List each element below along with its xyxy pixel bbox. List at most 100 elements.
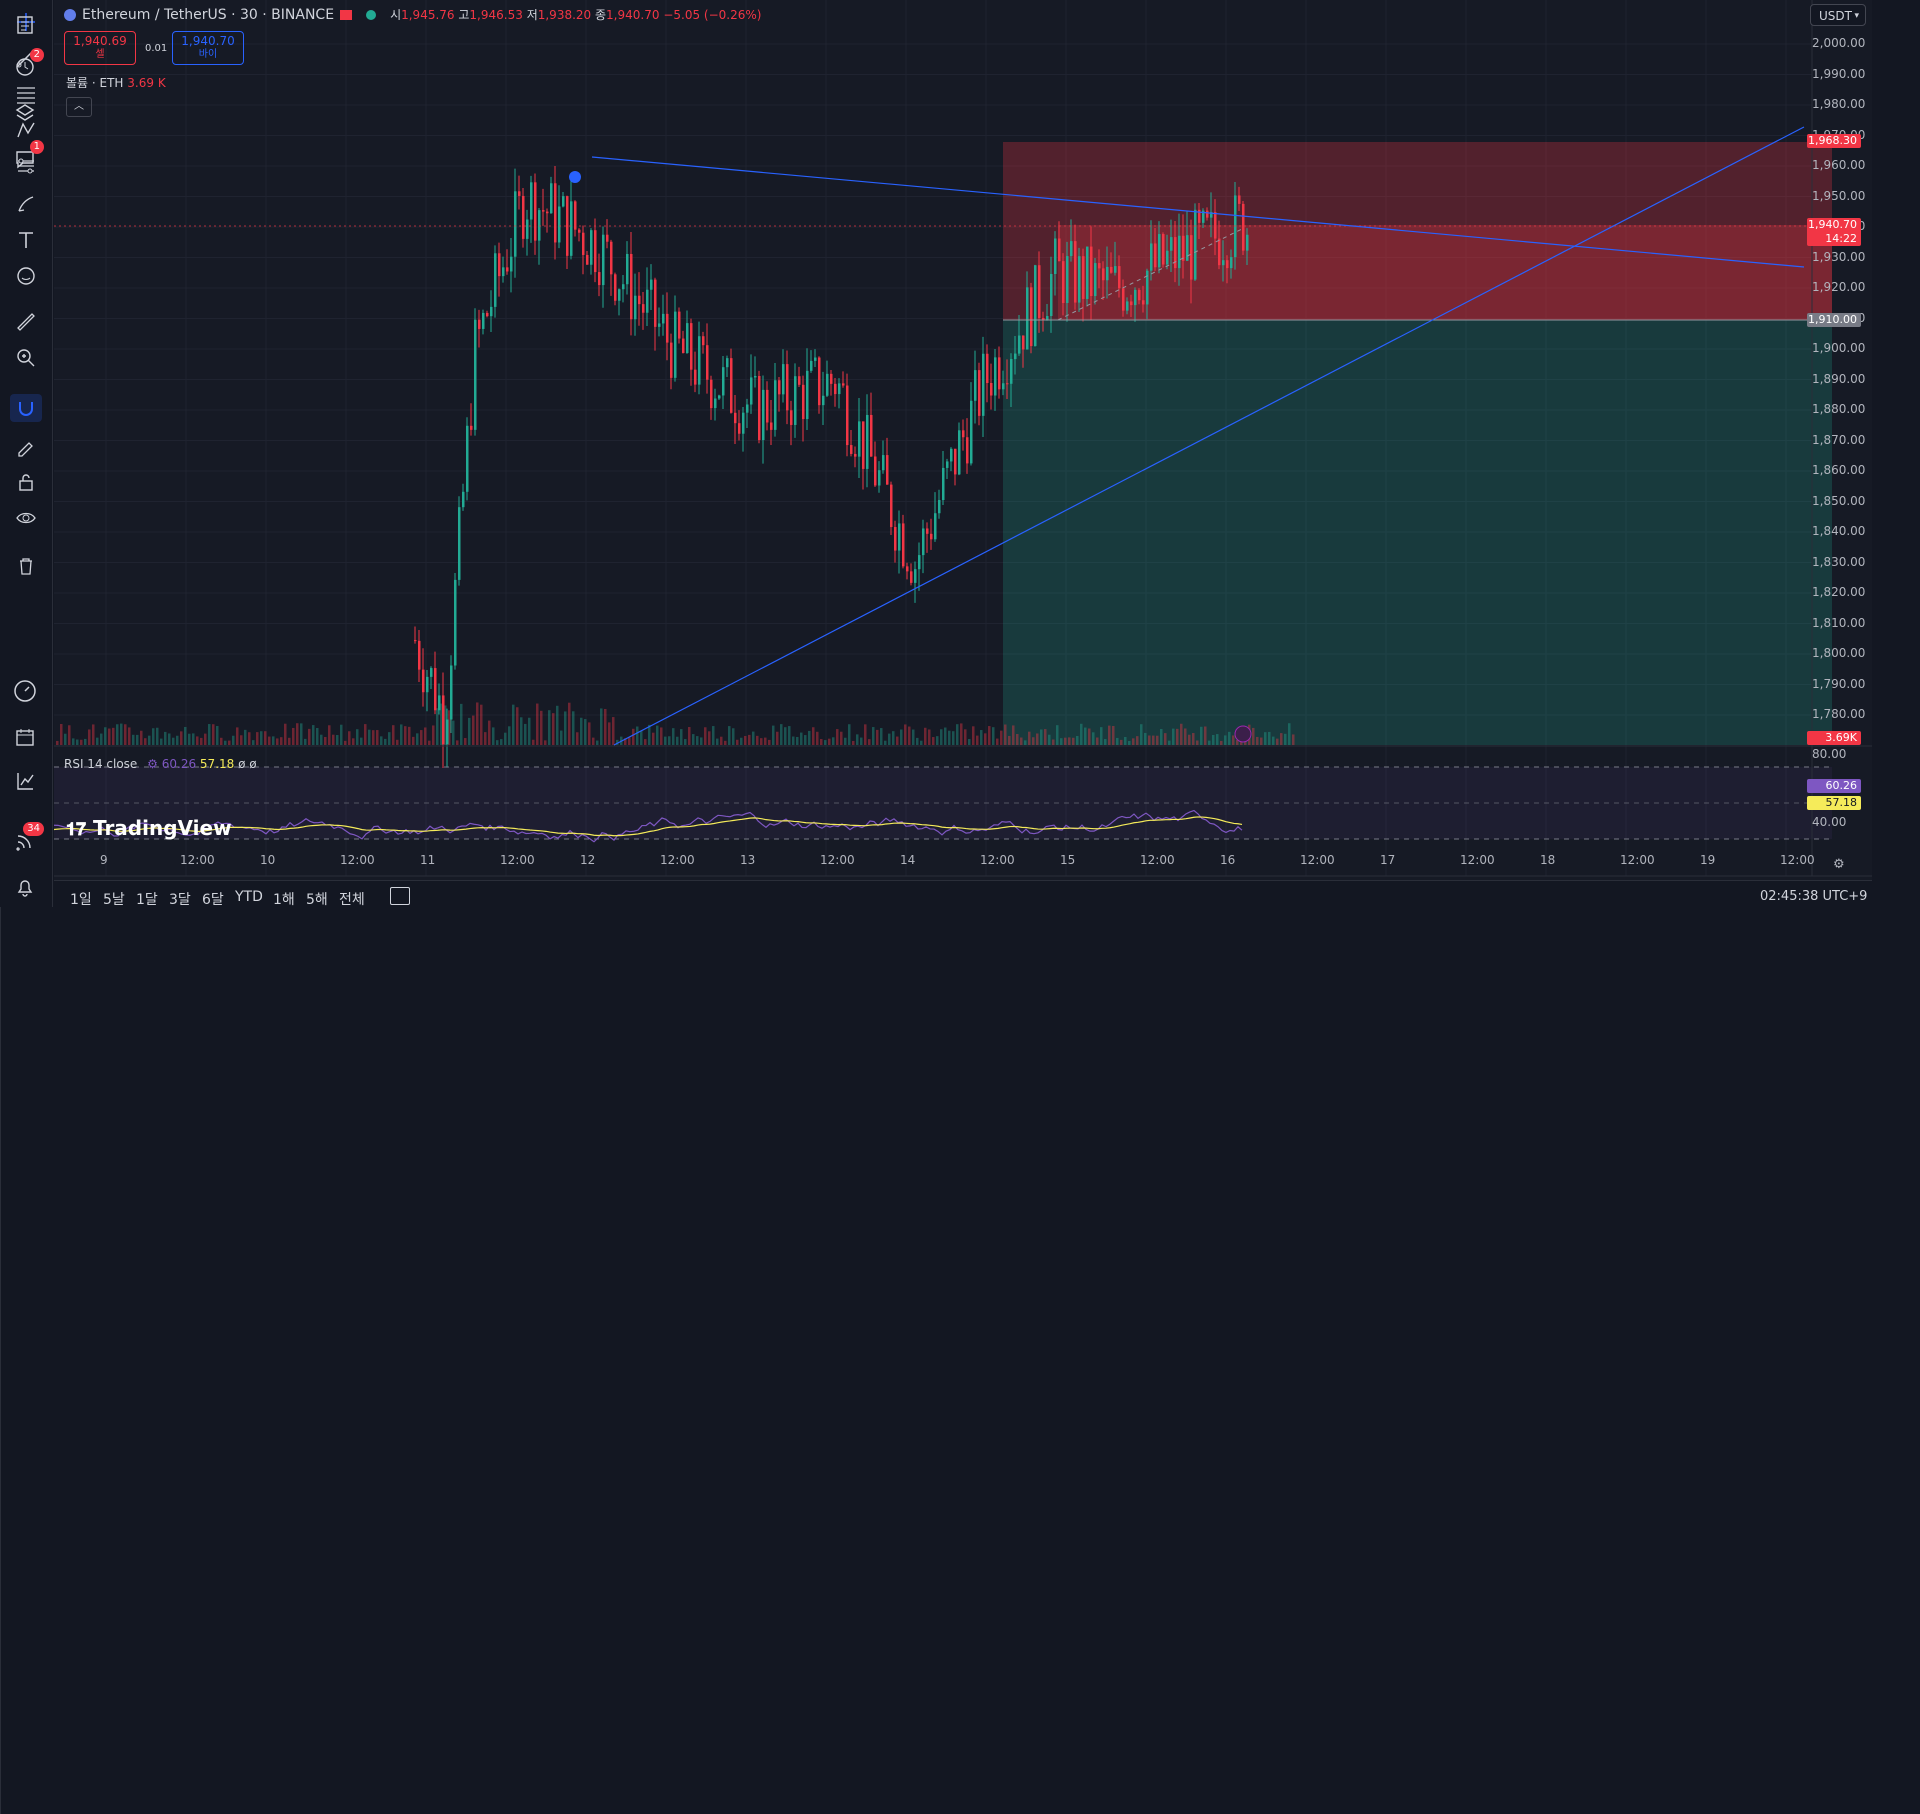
rsi-legend: RSI 14 close ⚙ 60.26 57.18 ø ø bbox=[64, 757, 257, 771]
streams-icon[interactable]: 34 bbox=[10, 822, 44, 856]
current-price-tag: 1,940.70 14:22 bbox=[1807, 218, 1861, 246]
time-axis-label: 12:00 bbox=[820, 853, 855, 867]
spread-value: 0.01 bbox=[145, 43, 168, 54]
time-axis-label: 13 bbox=[740, 853, 756, 867]
volume-legend: 볼륨 · ETH 3.69 K bbox=[66, 76, 166, 90]
time-axis-label: 12:00 bbox=[1620, 853, 1655, 867]
notifications-icon[interactable] bbox=[10, 872, 40, 902]
buy-button[interactable]: 1,940.70 바이 bbox=[172, 31, 244, 65]
symbol-name[interactable]: Ethereum / TetherUS · 30 · BINANCE bbox=[82, 6, 335, 23]
stop-zone bbox=[1003, 142, 1832, 320]
ohlc-values: 시1,945.76 고1,946.53 저1,938.20 종1,940.70 … bbox=[390, 8, 762, 22]
calendar-panel-icon[interactable] bbox=[10, 722, 40, 752]
brush-icon[interactable] bbox=[10, 190, 42, 218]
position-connector bbox=[1057, 227, 1245, 321]
time-axis-label: 12:00 bbox=[1460, 853, 1495, 867]
market-status-icon[interactable] bbox=[366, 9, 377, 20]
zoom-icon[interactable] bbox=[10, 344, 42, 372]
drawing-toolbar bbox=[0, 0, 53, 907]
bottom-toolbar: 1일 5날 1달 3달 6달 YTD 1해 5해 전체 02:45:38 UTC+9 bbox=[54, 880, 1872, 908]
time-axis-label: 12 bbox=[580, 853, 596, 867]
price-chart[interactable] bbox=[54, 0, 1872, 880]
right-toolbar: 2 1 34 bbox=[0, 16, 49, 1814]
price-axis-label: 1,820.00 bbox=[1812, 585, 1866, 599]
target-price-tag: 1,968.30 bbox=[1807, 134, 1861, 148]
range-button[interactable]: 5해 bbox=[306, 892, 328, 908]
range-button[interactable]: 1일 bbox=[70, 892, 92, 908]
support-trend-line[interactable] bbox=[613, 126, 1805, 746]
ethereum-logo-icon bbox=[64, 8, 76, 21]
pattern-icon[interactable] bbox=[10, 116, 42, 144]
price-axis-label: 1,930.00 bbox=[1812, 249, 1866, 264]
entry-price-tag: 1,910.00 bbox=[1807, 313, 1861, 327]
emoji-icon[interactable] bbox=[10, 262, 42, 290]
rsi-axis-upper: 80.00 bbox=[1812, 747, 1847, 761]
time-axis-label: 17 bbox=[1380, 853, 1396, 867]
trend-line-handle[interactable] bbox=[569, 171, 581, 183]
horizontal-lines-icon[interactable] bbox=[10, 80, 42, 108]
speedometer-icon[interactable] bbox=[10, 676, 40, 706]
resistance-trend-line[interactable] bbox=[591, 156, 1805, 268]
rsi-ma-tag: 57.18 bbox=[1807, 796, 1861, 810]
time-axis-label: 12:00 bbox=[1300, 853, 1335, 867]
flag-icon[interactable] bbox=[340, 9, 353, 20]
range-button[interactable]: 1달 bbox=[136, 892, 158, 908]
chat-icon[interactable]: 1 bbox=[10, 140, 44, 174]
price-axis-label: 1,990.00 bbox=[1812, 66, 1866, 81]
time-axis-label: 11 bbox=[420, 853, 436, 867]
price-axis-label: 1,790.00 bbox=[1812, 676, 1866, 691]
price-axis-label: 2,000.00 bbox=[1812, 36, 1866, 50]
lock-icon[interactable] bbox=[10, 468, 42, 496]
time-axis-label: 18 bbox=[1540, 853, 1556, 867]
rsi-value-tag: 60.26 bbox=[1807, 779, 1861, 793]
time-axis-label: 10 bbox=[260, 853, 276, 867]
collapse-legend-button[interactable]: ︿ bbox=[66, 97, 92, 117]
price-axis-label: 1,890.00 bbox=[1812, 371, 1866, 386]
clock[interactable]: 02:45:38 UTC+9 bbox=[1760, 889, 1868, 904]
time-axis-label: 9 bbox=[100, 853, 108, 867]
range-button[interactable]: 3달 bbox=[169, 892, 191, 908]
settings-icon[interactable]: ⚙ bbox=[1833, 857, 1845, 872]
sell-button[interactable]: 1,940.69 셀 bbox=[64, 31, 136, 65]
time-axis-label: 19 bbox=[1700, 853, 1716, 867]
lightning-marker-icon[interactable] bbox=[1234, 725, 1252, 743]
tradingview-logo: 𝟏𝟕 TradingView bbox=[66, 816, 232, 840]
range-button[interactable]: YTD bbox=[235, 889, 263, 905]
rsi-ma-line bbox=[54, 816, 1243, 837]
alerts-icon[interactable]: 2 bbox=[10, 48, 44, 82]
time-axis-label: 15 bbox=[1060, 853, 1076, 867]
price-axis-label: 1,880.00 bbox=[1812, 402, 1866, 416]
time-axis-label: 12:00 bbox=[340, 853, 375, 867]
layers-icon[interactable] bbox=[10, 98, 40, 128]
strategy-icon[interactable] bbox=[10, 766, 40, 796]
time-axis-label: 14 bbox=[900, 853, 916, 867]
ruler-icon[interactable] bbox=[10, 308, 42, 336]
trash-icon[interactable] bbox=[10, 552, 42, 580]
calendar-icon[interactable] bbox=[390, 887, 410, 905]
time-axis-label: 12:00 bbox=[180, 853, 215, 867]
price-axis-label: 1,840.00 bbox=[1812, 524, 1866, 538]
price-axis-label: 1,810.00 bbox=[1812, 615, 1866, 630]
time-axis-label: 12:00 bbox=[1780, 853, 1815, 867]
price-axis-label: 1,870.00 bbox=[1812, 432, 1866, 447]
time-axis-label: 12:00 bbox=[980, 853, 1015, 867]
draw-lock-icon[interactable] bbox=[10, 432, 42, 460]
eye-icon[interactable] bbox=[10, 504, 42, 532]
symbol-legend: Ethereum / TetherUS · 30 · BINANCE 시1,94… bbox=[64, 6, 761, 23]
magnet-icon[interactable] bbox=[10, 394, 42, 422]
price-axis-label: 1,830.00 bbox=[1812, 554, 1866, 569]
range-button[interactable]: 1해 bbox=[273, 892, 295, 908]
price-axis-label: 1,920.00 bbox=[1812, 280, 1866, 294]
watchlist-icon[interactable] bbox=[10, 10, 40, 40]
price-axis-label: 1,950.00 bbox=[1812, 188, 1866, 203]
text-icon[interactable] bbox=[10, 226, 42, 254]
range-button[interactable]: 5날 bbox=[103, 892, 125, 908]
currency-select[interactable]: USDT ▾ bbox=[1810, 4, 1866, 26]
range-button[interactable]: 6달 bbox=[202, 892, 224, 908]
price-axis-label: 1,960.00 bbox=[1812, 158, 1866, 172]
price-axis-label: 1,780.00 bbox=[1812, 707, 1866, 721]
time-axis-label: 12:00 bbox=[1140, 853, 1175, 867]
candles bbox=[414, 166, 1249, 768]
forecast-icon[interactable] bbox=[10, 152, 42, 180]
range-button[interactable]: 전체 bbox=[339, 892, 365, 908]
